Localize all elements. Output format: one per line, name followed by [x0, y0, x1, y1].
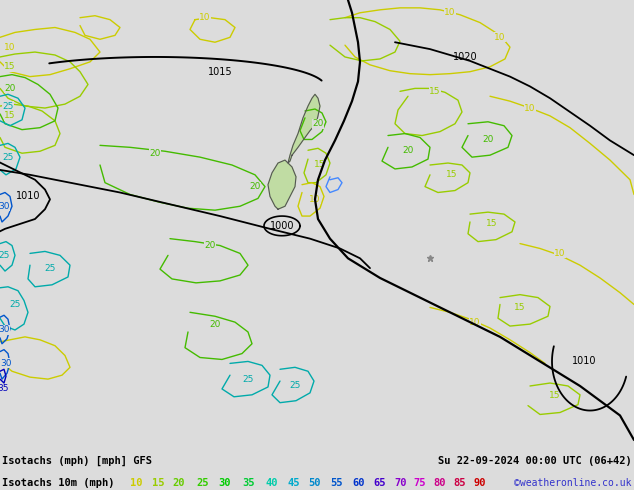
Text: 25: 25: [10, 300, 21, 309]
Text: 30: 30: [0, 325, 10, 335]
Polygon shape: [288, 94, 320, 163]
Text: 1000: 1000: [269, 221, 294, 231]
Text: 15: 15: [4, 62, 16, 71]
Text: 10: 10: [4, 43, 16, 51]
Text: 1010: 1010: [16, 192, 40, 201]
Text: 15: 15: [514, 303, 526, 312]
Text: 25: 25: [289, 382, 301, 391]
Text: 20: 20: [249, 182, 261, 191]
Text: 20: 20: [4, 84, 16, 93]
Text: 80: 80: [433, 478, 446, 488]
Text: ©weatheronline.co.uk: ©weatheronline.co.uk: [515, 478, 632, 488]
Text: 15: 15: [4, 111, 16, 121]
Text: 15: 15: [152, 478, 164, 488]
Text: Su 22-09-2024 00:00 UTC (06+42): Su 22-09-2024 00:00 UTC (06+42): [438, 456, 632, 466]
Text: 20: 20: [172, 478, 184, 488]
Text: 40: 40: [265, 478, 278, 488]
Text: 45: 45: [287, 478, 299, 488]
Text: 10: 10: [199, 13, 210, 22]
Text: 15: 15: [549, 392, 560, 400]
Text: 15: 15: [486, 220, 498, 228]
Text: 15: 15: [446, 171, 458, 179]
Text: 35: 35: [242, 478, 254, 488]
Text: 25: 25: [242, 375, 254, 384]
Text: Isotachs (mph) [mph] GFS: Isotachs (mph) [mph] GFS: [2, 456, 152, 466]
Text: 10: 10: [469, 318, 481, 327]
Text: 25: 25: [0, 251, 10, 260]
Text: 30: 30: [0, 202, 10, 211]
Text: 1015: 1015: [208, 67, 232, 77]
Text: 30: 30: [218, 478, 231, 488]
Text: Isotachs 10m (mph): Isotachs 10m (mph): [2, 478, 115, 488]
Text: 20: 20: [403, 146, 414, 155]
Text: 25: 25: [3, 101, 14, 111]
Text: 15: 15: [314, 161, 326, 170]
Text: 35: 35: [0, 385, 9, 393]
Text: 20: 20: [313, 119, 324, 128]
Text: 20: 20: [209, 319, 221, 329]
Text: 10: 10: [130, 478, 143, 488]
Text: 20: 20: [150, 148, 160, 158]
Text: 55: 55: [330, 478, 342, 488]
Text: 60: 60: [352, 478, 365, 488]
Text: 1010: 1010: [572, 356, 596, 367]
Text: 90: 90: [473, 478, 486, 488]
Text: 10: 10: [309, 195, 321, 204]
Text: 25: 25: [3, 153, 14, 162]
Text: 10: 10: [495, 33, 506, 42]
Text: 50: 50: [308, 478, 321, 488]
Text: 65: 65: [373, 478, 385, 488]
Text: 20: 20: [204, 241, 216, 250]
Text: 25: 25: [44, 264, 56, 272]
Text: 85: 85: [453, 478, 465, 488]
Text: 15: 15: [429, 87, 441, 96]
Text: 1020: 1020: [453, 52, 477, 62]
Text: 70: 70: [394, 478, 406, 488]
Text: 10: 10: [444, 8, 456, 17]
Text: 30: 30: [0, 359, 12, 368]
Text: 20: 20: [482, 135, 494, 144]
Text: 25: 25: [196, 478, 209, 488]
Text: 75: 75: [413, 478, 425, 488]
Text: 10: 10: [554, 249, 566, 258]
Text: 10: 10: [524, 103, 536, 113]
Polygon shape: [268, 160, 296, 209]
